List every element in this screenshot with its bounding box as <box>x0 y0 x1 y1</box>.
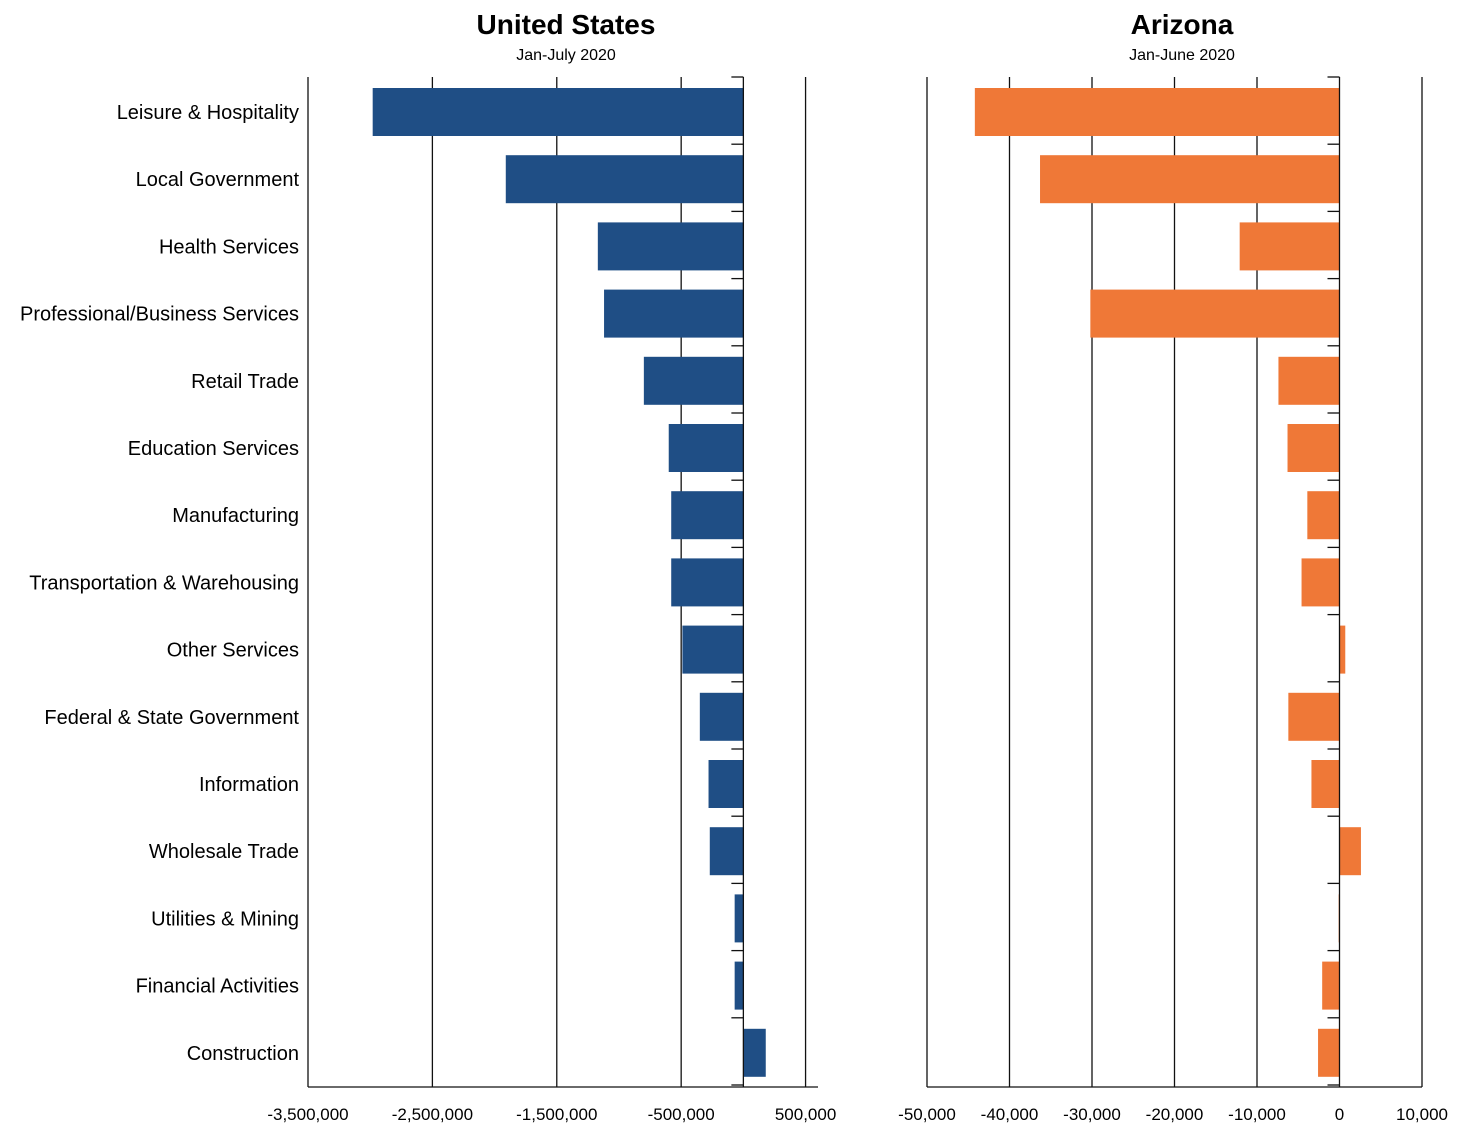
az-x-tick-label-3: -20,000 <box>1146 1105 1204 1124</box>
us-x-tick-label-3: -500,000 <box>648 1105 715 1124</box>
us-chart-panel: -3,500,000 -2,500,000 -1,500,000 -500,000 50… <box>20 9 836 1124</box>
us-x-tick-label-4: 500,000 <box>775 1105 836 1124</box>
az-bar-3 <box>1090 289 1340 338</box>
az-bar-11 <box>1339 827 1361 876</box>
us-bar-7 <box>671 558 744 607</box>
az-bar-8 <box>1339 625 1346 674</box>
us-bar-13 <box>734 961 744 1010</box>
us-bar-8 <box>682 625 744 674</box>
us-x-tick-label-0: -3,500,000 <box>267 1105 348 1124</box>
us-bar-12 <box>734 894 744 943</box>
us-chart-title: United States <box>477 9 656 40</box>
us-bar-4 <box>643 356 744 405</box>
az-bar-14 <box>1318 1028 1340 1077</box>
us-bar-1 <box>505 155 744 204</box>
az-chart-subtitle: Jan-June 2020 <box>1129 47 1235 64</box>
us-bar-2 <box>597 222 744 271</box>
category-label-5: Education Services <box>128 438 299 460</box>
az-bar-9 <box>1288 692 1340 741</box>
az-bar-1 <box>1040 155 1340 204</box>
az-x-tick-label-4: -10,000 <box>1228 1105 1286 1124</box>
az-x-tick-label-0: -50,000 <box>898 1105 956 1124</box>
az-bar-10 <box>1311 760 1340 808</box>
az-bar-2 <box>1239 222 1340 271</box>
category-label-7: Transportation & Warehousing <box>29 572 299 594</box>
az-bar-13 <box>1322 961 1340 1010</box>
az-bar-4 <box>1278 356 1340 405</box>
az-bar-6 <box>1307 491 1340 540</box>
us-bar-14 <box>743 1028 766 1077</box>
us-chart-subtitle: Jan-July 2020 <box>516 47 616 64</box>
us-bar-5 <box>668 424 744 472</box>
category-label-8: Other Services <box>167 640 299 662</box>
az-bar-0 <box>974 88 1340 136</box>
us-bar-10 <box>708 760 744 808</box>
category-label-14: Construction <box>187 1043 299 1065</box>
category-label-13: Financial Activities <box>136 976 299 998</box>
category-label-6: Manufacturing <box>172 505 299 527</box>
us-x-tick-label-1: -2,500,000 <box>392 1105 473 1124</box>
category-label-2: Health Services <box>159 236 299 258</box>
az-chart-title: Arizona <box>1131 9 1234 40</box>
us-bar-3 <box>604 289 744 338</box>
az-x-tick-label-1: -40,000 <box>981 1105 1039 1124</box>
category-label-4: Retail Trade <box>191 371 299 393</box>
category-label-11: Wholesale Trade <box>149 841 299 863</box>
category-label-1: Local Government <box>136 169 300 191</box>
category-label-10: Information <box>199 774 299 796</box>
az-x-tick-label-5: 0 <box>1335 1105 1344 1124</box>
us-bar-11 <box>709 827 744 876</box>
az-bar-5 <box>1287 424 1340 472</box>
az-bar-7 <box>1301 558 1340 607</box>
category-label-9: Federal & State Government <box>44 707 299 729</box>
category-label-0: Leisure & Hospitality <box>117 102 299 124</box>
category-label-3: Professional/Business Services <box>20 304 299 326</box>
category-label-12: Utilities & Mining <box>151 908 299 930</box>
us-bar-0 <box>372 88 744 136</box>
az-x-tick-label-6: 10,000 <box>1396 1105 1448 1124</box>
us-bar-6 <box>671 491 744 540</box>
us-bar-9 <box>699 692 744 741</box>
us-x-tick-label-2: -1,500,000 <box>516 1105 597 1124</box>
arizona-chart-panel: -50,000 -40,000 -30,000 -20,000 -10,000 0 10,0… <box>898 9 1448 1124</box>
az-x-tick-label-2: -30,000 <box>1063 1105 1121 1124</box>
